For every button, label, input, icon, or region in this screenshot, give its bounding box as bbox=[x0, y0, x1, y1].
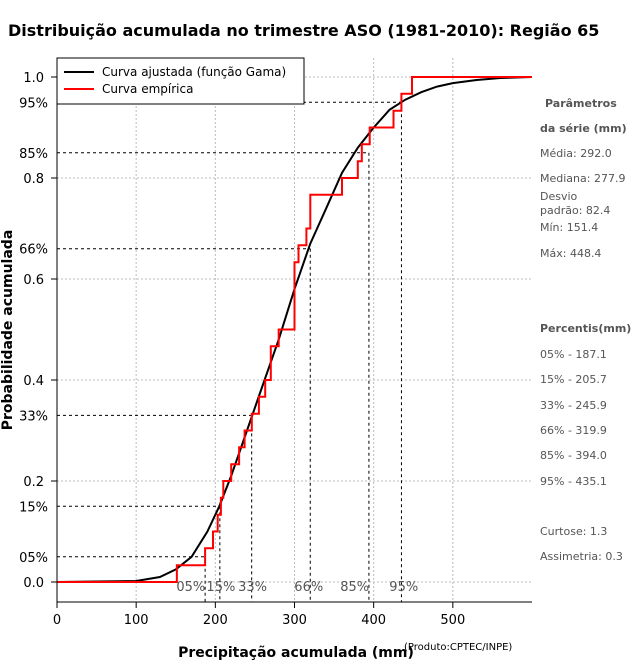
credit-label: (Produto:CPTEC/INPE) bbox=[404, 642, 512, 653]
x-tick-label: 200 bbox=[203, 613, 228, 628]
axes: 05%15%33%66%85%95%05% 15% 33% 66% 85% 95%0 100… bbox=[19, 58, 532, 628]
stat-assimetria: Assimetria: 0.3 bbox=[540, 550, 623, 563]
stat-desvio-2: padrão: 82.4 bbox=[540, 204, 610, 217]
x-axis-title: Precipitação acumulada (mm) bbox=[178, 645, 414, 660]
curves bbox=[56, 76, 533, 583]
legend-label-empirical: Curva empírica bbox=[102, 82, 193, 96]
percentile-33: 33% - 245.9 bbox=[540, 399, 607, 412]
y-percentile-label: 05% bbox=[19, 551, 48, 566]
stat-mediana: Mediana: 277.9 bbox=[540, 172, 625, 185]
percentis-heading: Percentis(mm) bbox=[540, 322, 631, 335]
y-tick-label: 0.4 bbox=[23, 374, 44, 389]
percentile-15: 15% - 205.7 bbox=[540, 373, 607, 386]
y-percentile-label: 33% bbox=[19, 409, 48, 424]
chart-title: Distribuição acumulada no trimestre ASO … bbox=[8, 21, 599, 40]
percentile-guides bbox=[57, 101, 402, 602]
y-percentile-label: 85% bbox=[19, 147, 48, 162]
params-heading-1: Parâmetros bbox=[545, 97, 617, 110]
stat-min: Mín: 151.4 bbox=[540, 221, 598, 234]
y-percentile-label: 95% bbox=[19, 96, 48, 111]
percentile-95: 95% - 435.1 bbox=[540, 475, 607, 488]
x-tick-label: 100 bbox=[124, 613, 149, 628]
percentile-05: 05% - 187.1 bbox=[540, 348, 607, 361]
x-tick-label: 0 bbox=[53, 613, 61, 628]
y-axis-title: Probabilidade acumulada bbox=[0, 230, 16, 431]
y-tick-label: 1.0 bbox=[23, 71, 44, 86]
stat-desvio-1: Desvio bbox=[540, 190, 578, 203]
x-percentile-label: 95% bbox=[389, 580, 418, 595]
params-heading-2: da série (mm) bbox=[540, 122, 627, 135]
stat-max: Máx: 448.4 bbox=[540, 247, 601, 260]
empirical-curve-line bbox=[57, 76, 532, 583]
x-tick-label: 300 bbox=[282, 613, 307, 628]
x-percentile-label: 33% bbox=[238, 580, 267, 595]
y-tick-label: 0.0 bbox=[23, 576, 44, 591]
stat-media: Média: 292.0 bbox=[540, 147, 612, 160]
fitted-curve-line bbox=[56, 76, 533, 583]
y-tick-label: 0.2 bbox=[23, 475, 44, 490]
x-percentile-label: 85% bbox=[340, 580, 369, 595]
y-tick-label: 0.6 bbox=[23, 273, 44, 288]
x-percentile-label: 15% bbox=[206, 580, 235, 595]
y-tick-label: 0.8 bbox=[23, 172, 44, 187]
stat-curtose: Curtose: 1.3 bbox=[540, 525, 607, 538]
x-tick-label: 500 bbox=[440, 613, 465, 628]
x-tick-label: 400 bbox=[361, 613, 386, 628]
percentile-66: 66% - 319.9 bbox=[540, 424, 607, 437]
legend: Curva ajustada (função Gama) Curva empír… bbox=[56, 57, 305, 105]
y-percentile-label: 15% bbox=[19, 500, 48, 515]
y-percentile-label: 66% bbox=[19, 243, 48, 258]
series-parameters: Parâmetros da série (mm) Média: 292.0 Me… bbox=[540, 97, 627, 260]
x-percentile-label: 66% bbox=[294, 580, 323, 595]
legend-box bbox=[56, 57, 305, 105]
x-percentile-label: 05% bbox=[176, 580, 205, 595]
percentiles-panel: Percentis(mm) 05% - 187.1 15% - 205.7 33… bbox=[540, 322, 631, 563]
legend-label-fitted: Curva ajustada (função Gama) bbox=[102, 65, 286, 79]
percentile-85: 85% - 394.0 bbox=[540, 449, 607, 462]
